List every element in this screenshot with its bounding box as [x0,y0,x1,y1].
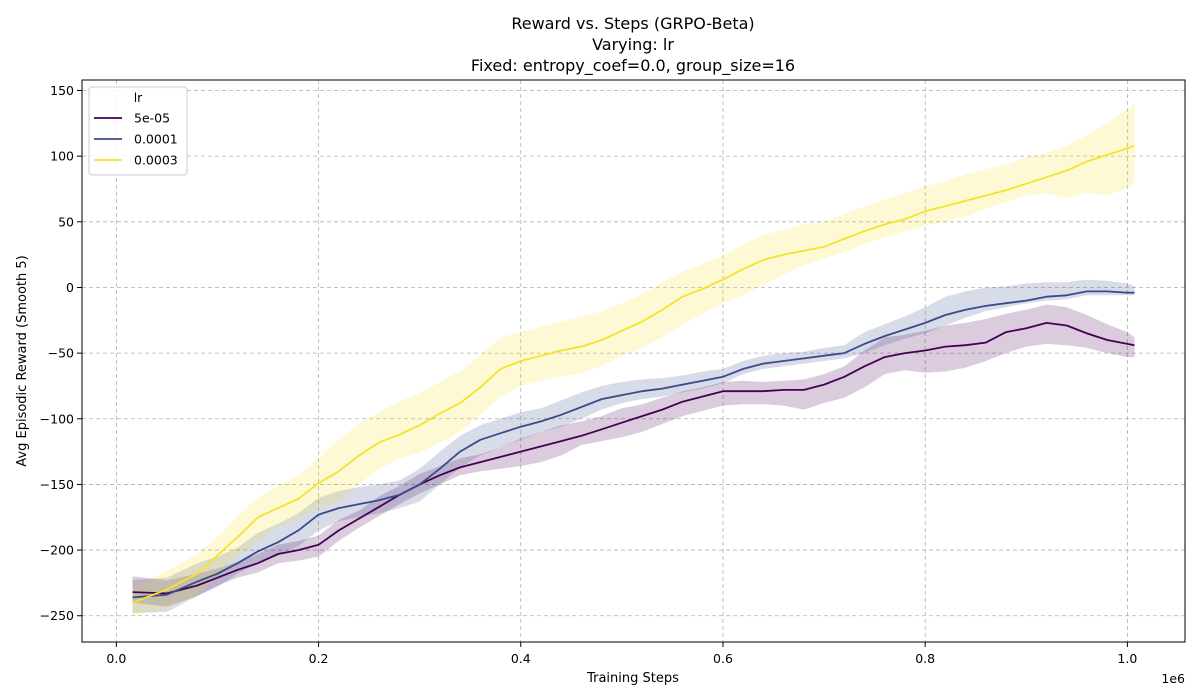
y-tick-label: −100 [40,411,74,426]
legend-entries: 5e-05 0.0001 0.0003 [94,111,178,168]
x-tick-label: 0.4 [511,651,531,666]
y-tick-label: 50 [58,214,74,229]
plot-frame [81,79,1186,643]
series-line [132,290,1135,599]
x-axis-label: Training Steps [586,671,679,686]
y-tick-label: 0 [66,280,74,295]
x-tick-label: 0.2 [309,651,329,666]
title-line-3: Fixed: entropy_coef=0.0, group_size=16 [471,56,795,76]
confidence-bands [132,103,1135,616]
series-line [132,321,1135,595]
legend-label: 5e-05 [134,111,170,126]
y-tick-label: −150 [40,477,74,492]
y-tick-label: 100 [50,149,74,164]
series-lines [132,144,1135,604]
grid [82,80,1185,642]
x-axis-ticks: 0.0 0.2 0.4 0.6 0.8 1.0 [106,642,1137,666]
y-tick-label: −200 [40,543,74,558]
y-axis-ticks: 150 100 50 0 −50 −100 −150 −200 −250 [40,83,82,623]
series-line [132,144,1135,604]
x-tick-label: 0.8 [915,651,935,666]
x-tick-label: 1.0 [1117,651,1137,666]
legend: lr 5e-05 0.0001 0.0003 [88,86,188,176]
y-tick-label: −50 [48,346,74,361]
x-tick-label: 0.0 [106,651,126,666]
legend-label: 0.0001 [134,132,178,147]
y-tick-label: 150 [50,83,74,98]
legend-title: lr [134,90,143,105]
legend-box [88,86,188,176]
x-axis-offset-label: 1e6 [1161,671,1185,686]
title-line-1: Reward vs. Steps (GRPO-Beta) [511,14,754,33]
y-tick-label: −250 [40,608,74,623]
series-band [132,103,1135,616]
title-line-2: Varying: lr [592,35,674,54]
y-axis-label: Avg Episodic Reward (Smooth 5) [15,255,30,466]
legend-label: 0.0003 [134,153,178,168]
chart-title: Reward vs. Steps (GRPO-Beta) Varying: lr… [471,14,795,76]
series-band [132,304,1135,607]
x-tick-label: 0.6 [713,651,733,666]
